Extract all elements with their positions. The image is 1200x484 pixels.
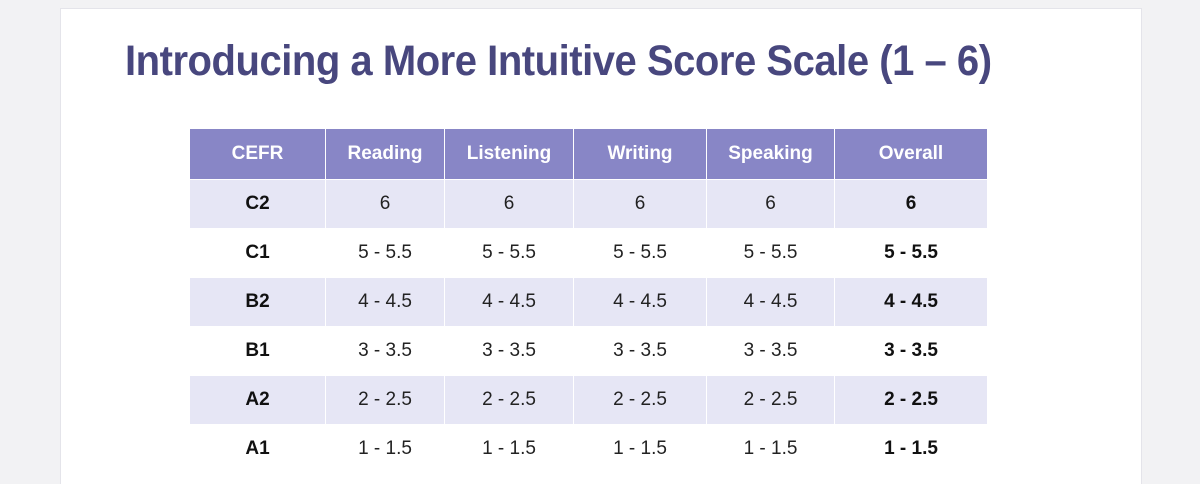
listening-score-cell: 5 - 5.5 xyxy=(444,228,574,278)
cefr-level-cell: C2 xyxy=(189,179,326,229)
cefr-level-cell: A1 xyxy=(189,424,326,473)
reading-score-cell: 1 - 1.5 xyxy=(325,424,445,473)
overall-score-cell: 4 - 4.5 xyxy=(834,277,988,327)
speaking-score-cell: 1 - 1.5 xyxy=(706,424,835,473)
reading-score-cell: 3 - 3.5 xyxy=(325,326,445,376)
reading-score-cell: 5 - 5.5 xyxy=(325,228,445,278)
overall-score-cell: 2 - 2.5 xyxy=(834,375,988,425)
score-scale-table: CEFR Reading Listening Writing Speaking … xyxy=(189,129,988,473)
listening-score-cell: 3 - 3.5 xyxy=(444,326,574,376)
listening-score-cell: 2 - 2.5 xyxy=(444,375,574,425)
cefr-level-cell: C1 xyxy=(189,228,326,278)
table-row: B1 3 - 3.5 3 - 3.5 3 - 3.5 3 - 3.5 3 - 3… xyxy=(189,326,988,376)
speaking-score-cell: 5 - 5.5 xyxy=(706,228,835,278)
table-header-row: CEFR Reading Listening Writing Speaking … xyxy=(189,129,988,180)
listening-score-cell: 1 - 1.5 xyxy=(444,424,574,473)
writing-score-cell: 6 xyxy=(573,179,707,229)
table-row: A1 1 - 1.5 1 - 1.5 1 - 1.5 1 - 1.5 1 - 1… xyxy=(189,424,988,473)
reading-score-cell: 4 - 4.5 xyxy=(325,277,445,327)
header-speaking: Speaking xyxy=(706,129,835,180)
overall-score-cell: 3 - 3.5 xyxy=(834,326,988,376)
header-writing: Writing xyxy=(573,129,707,180)
writing-score-cell: 2 - 2.5 xyxy=(573,375,707,425)
writing-score-cell: 5 - 5.5 xyxy=(573,228,707,278)
table-row: B2 4 - 4.5 4 - 4.5 4 - 4.5 4 - 4.5 4 - 4… xyxy=(189,277,988,327)
listening-score-cell: 4 - 4.5 xyxy=(444,277,574,327)
speaking-score-cell: 4 - 4.5 xyxy=(706,277,835,327)
table-row: C2 6 6 6 6 6 xyxy=(189,179,988,229)
slide-title: Introducing a More Intuitive Score Scale… xyxy=(125,37,992,85)
listening-score-cell: 6 xyxy=(444,179,574,229)
table-row: C1 5 - 5.5 5 - 5.5 5 - 5.5 5 - 5.5 5 - 5… xyxy=(189,228,988,278)
reading-score-cell: 6 xyxy=(325,179,445,229)
reading-score-cell: 2 - 2.5 xyxy=(325,375,445,425)
table-row: A2 2 - 2.5 2 - 2.5 2 - 2.5 2 - 2.5 2 - 2… xyxy=(189,375,988,425)
speaking-score-cell: 6 xyxy=(706,179,835,229)
overall-score-cell: 5 - 5.5 xyxy=(834,228,988,278)
header-overall: Overall xyxy=(834,129,988,180)
speaking-score-cell: 3 - 3.5 xyxy=(706,326,835,376)
slide: Introducing a More Intuitive Score Scale… xyxy=(60,8,1142,484)
header-listening: Listening xyxy=(444,129,574,180)
cefr-level-cell: B1 xyxy=(189,326,326,376)
header-reading: Reading xyxy=(325,129,445,180)
overall-score-cell: 1 - 1.5 xyxy=(834,424,988,473)
cefr-level-cell: B2 xyxy=(189,277,326,327)
writing-score-cell: 4 - 4.5 xyxy=(573,277,707,327)
writing-score-cell: 1 - 1.5 xyxy=(573,424,707,473)
overall-score-cell: 6 xyxy=(834,179,988,229)
header-cefr: CEFR xyxy=(189,129,326,180)
writing-score-cell: 3 - 3.5 xyxy=(573,326,707,376)
cefr-level-cell: A2 xyxy=(189,375,326,425)
speaking-score-cell: 2 - 2.5 xyxy=(706,375,835,425)
